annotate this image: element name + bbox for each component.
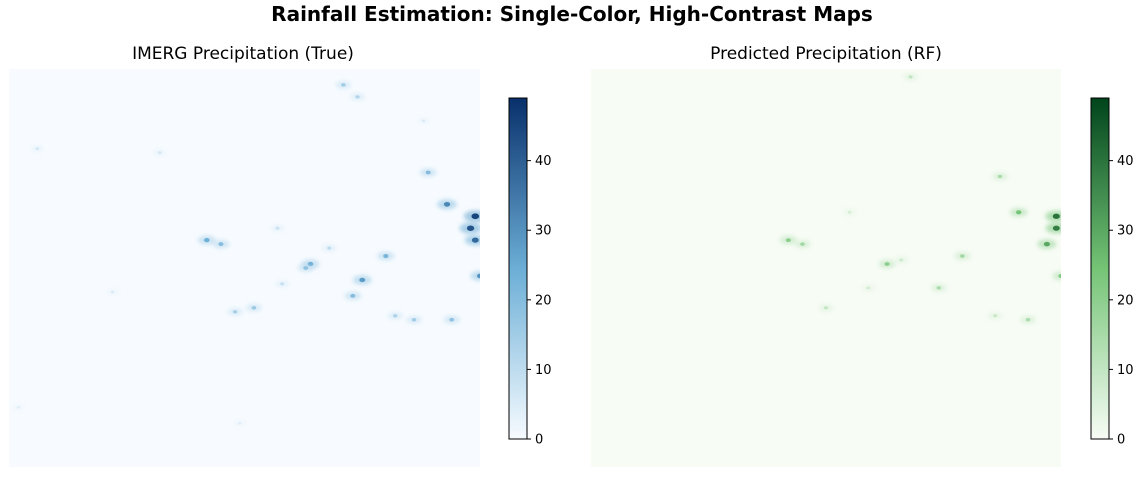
precip-cell-1-3	[1052, 213, 1060, 219]
precip-cell-0-7	[204, 238, 210, 243]
precip-cell-0-16	[449, 317, 455, 322]
precip-cell-0-13	[251, 306, 257, 310]
precip-features-0	[11, 81, 480, 427]
map-background-1	[591, 69, 1061, 467]
precip-cell-1-6	[785, 238, 791, 243]
precip-cell-0-28	[280, 282, 285, 286]
precip-cell-1-16	[993, 314, 998, 318]
precip-cell-1-7	[800, 242, 805, 246]
precip-cell-0-21	[157, 151, 162, 155]
precip-cell-1-5	[1043, 241, 1050, 247]
precip-cell-1-11	[823, 306, 829, 310]
colorbar-tick-label-1-0: 0	[1117, 433, 1125, 448]
colorbar-tick-label-0-0: 0	[535, 433, 543, 448]
precip-cell-0-17	[411, 317, 417, 322]
precip-cell-1-2	[1015, 210, 1022, 215]
colorbar-tick-label-0-2: 20	[535, 293, 552, 308]
precip-cell-0-27	[327, 246, 332, 250]
precip-cell-0-1	[355, 95, 360, 99]
precip-cell-1-15	[899, 258, 904, 262]
precip-cell-0-11	[359, 277, 366, 283]
panel-title-predicted: Predicted Precipitation (RF)	[710, 44, 942, 64]
precip-cell-0-20	[35, 147, 40, 151]
precip-cell-halo-0-19	[470, 271, 480, 281]
precip-cell-0-25	[421, 119, 426, 123]
precip-cell-1-10	[936, 286, 942, 290]
precip-cell-0-10	[303, 266, 309, 270]
precip-features-1	[779, 73, 1061, 324]
precip-cell-1-12	[1025, 318, 1031, 322]
precip-cell-1-9	[959, 254, 965, 258]
precip-cell-0-8	[218, 242, 224, 247]
precip-cell-0-15	[350, 293, 356, 298]
colorbar-tick-label-1-3: 30	[1117, 224, 1134, 239]
panel-title-imerg: IMERG Precipitation (True)	[132, 44, 354, 64]
colorbar-tick-label-1-1: 10	[1117, 363, 1134, 378]
precip-cell-0-22	[110, 290, 115, 294]
precip-cell-1-14	[847, 210, 852, 214]
precip-cell-0-12	[383, 254, 389, 259]
colorbar-tick-label-1-4: 40	[1117, 154, 1134, 169]
precip-cell-1-17	[866, 286, 871, 290]
colorbar-tick-label-0-3: 30	[535, 224, 552, 239]
precip-cell-0-23	[238, 421, 242, 425]
precip-cell-0-19	[476, 273, 480, 279]
figure-suptitle: Rainfall Estimation: Single-Color, High-…	[271, 2, 873, 26]
precip-cell-0-24	[16, 405, 21, 409]
precip-cell-0-3	[443, 201, 451, 207]
precip-cell-halo-1-13	[1052, 271, 1061, 281]
precip-cell-0-6	[471, 237, 479, 243]
precip-cell-1-13	[1058, 273, 1061, 278]
precip-cell-1-8	[884, 262, 890, 266]
precip-cell-0-26	[275, 226, 280, 230]
colorbar-tick-label-1-2: 20	[1117, 293, 1134, 308]
precip-cell-0-18	[393, 314, 398, 318]
colorbar-1	[1090, 97, 1110, 440]
precip-cell-0-5	[466, 225, 475, 231]
precip-cell-0-0	[341, 83, 346, 87]
precip-cell-1-1	[997, 174, 1003, 179]
map-background-0	[9, 69, 480, 467]
colorbar-0	[508, 97, 528, 440]
colorbar-tick-label-0-4: 40	[535, 154, 552, 169]
precip-cell-1-4	[1052, 225, 1060, 231]
precip-cell-1-0	[908, 75, 913, 79]
precip-cell-0-2	[425, 170, 431, 175]
colorbar-tick-label-0-1: 10	[535, 363, 552, 378]
precip-cell-0-14	[232, 310, 238, 314]
precip-cell-0-4	[471, 213, 480, 220]
